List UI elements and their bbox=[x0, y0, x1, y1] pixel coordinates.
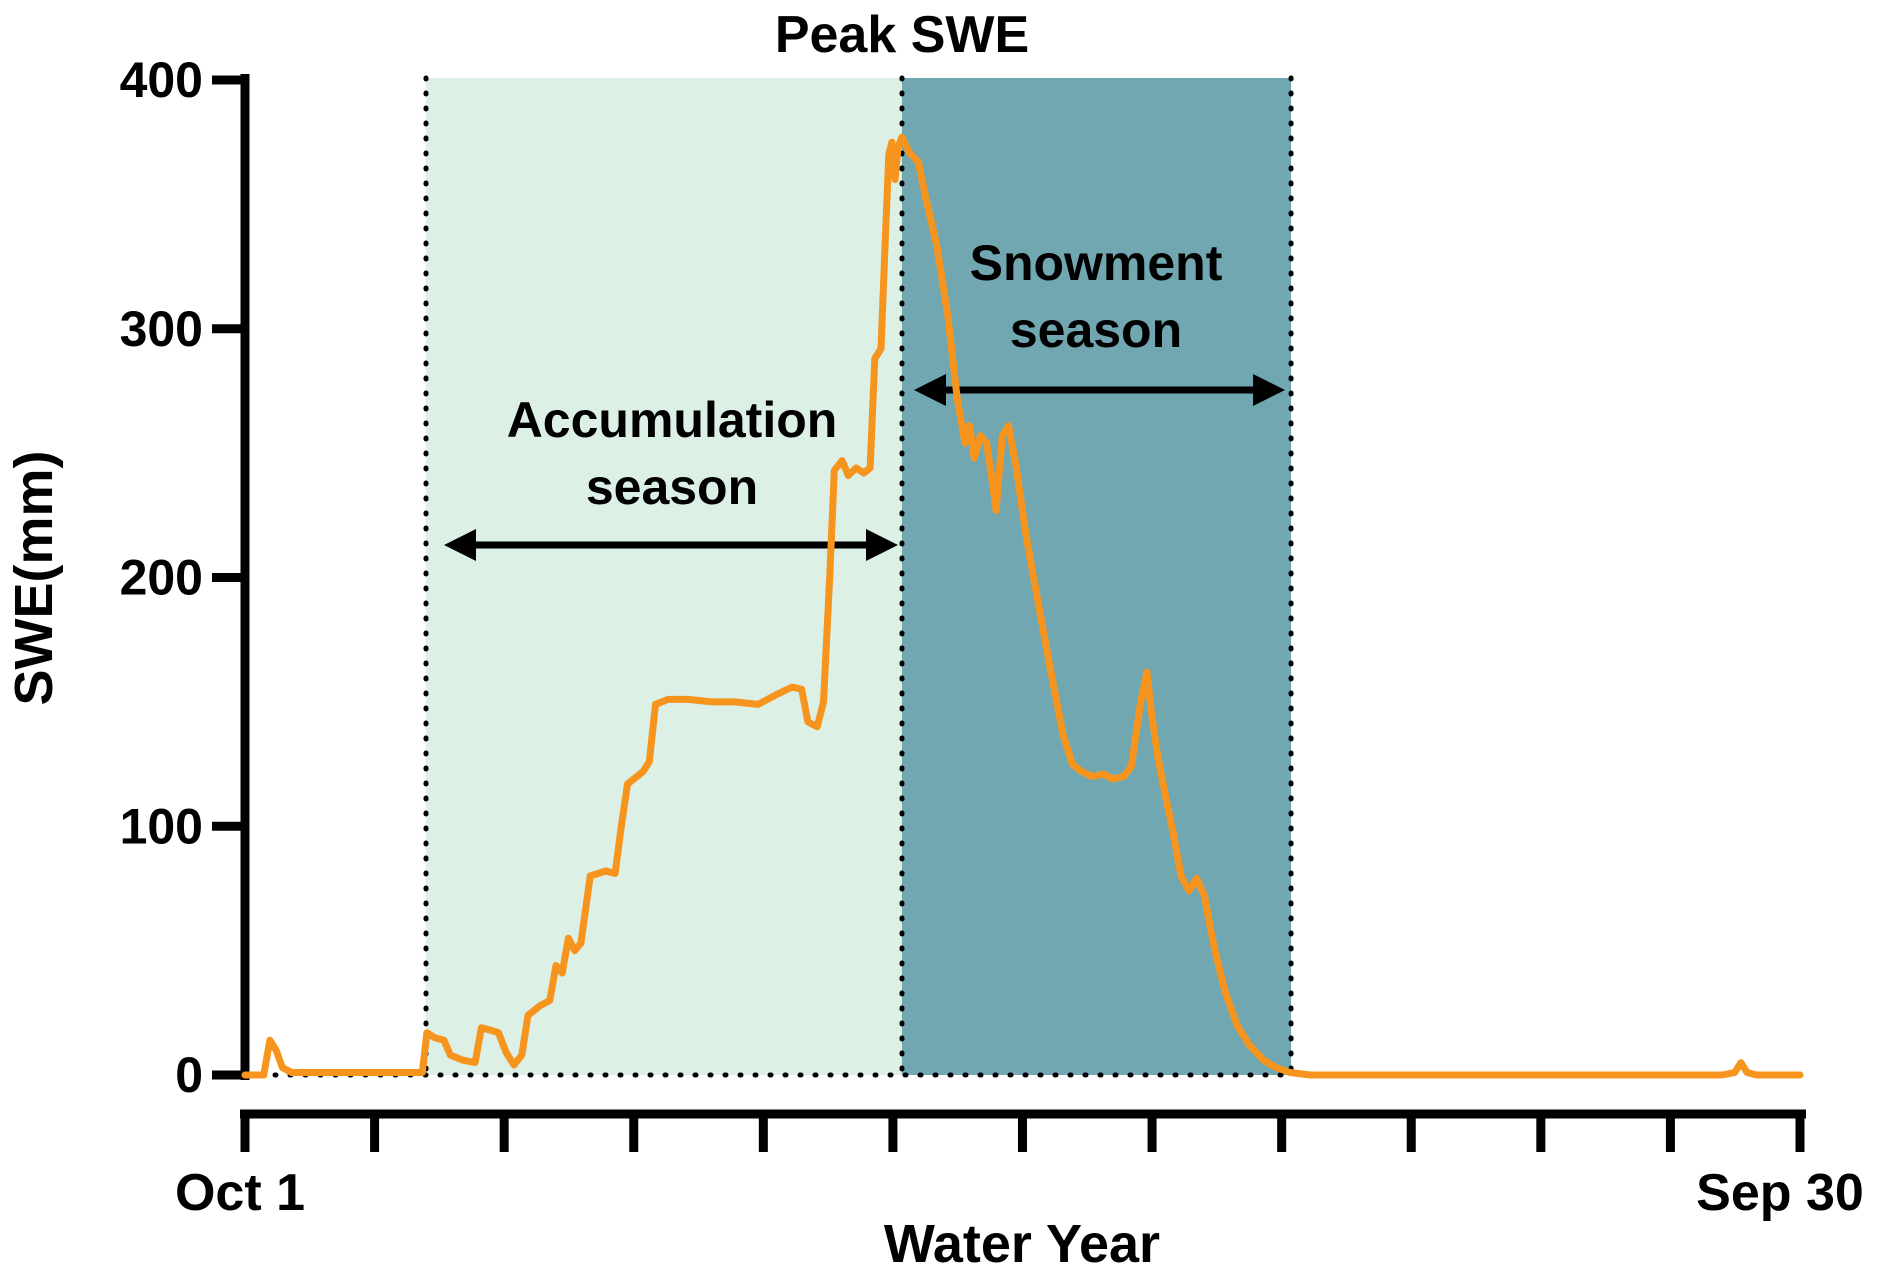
accumulation-season-label-line2: season bbox=[586, 459, 758, 515]
x-axis-label: Water Year bbox=[884, 1214, 1160, 1273]
swe-line bbox=[241, 133, 1804, 1079]
y-tick-label: 300 bbox=[120, 301, 203, 357]
chart-title: Peak SWE bbox=[775, 6, 1029, 64]
y-tick-label: 200 bbox=[120, 550, 203, 606]
axes-layer: 0 100 200 300 400 bbox=[120, 52, 1806, 1152]
x-tick-label-start: Oct 1 bbox=[175, 1164, 305, 1222]
y-axis-label: SWE(mm) bbox=[4, 451, 64, 706]
season-regions-layer bbox=[426, 78, 1292, 1075]
x-tick-label-end: Sep 30 bbox=[1696, 1164, 1864, 1222]
snowmelt-season-region bbox=[901, 78, 1292, 1075]
swe-line-layer bbox=[241, 133, 1804, 1079]
y-tick-label: 100 bbox=[120, 798, 203, 854]
snowmelt-season-arrow bbox=[913, 374, 1286, 406]
snowmelt-season-label-line2: season bbox=[1010, 302, 1182, 358]
accumulation-season-region bbox=[426, 78, 902, 1075]
dotted-guides-layer bbox=[242, 75, 1294, 1078]
labels-layer: Peak SWE SWE(mm) Water Year Oct 1 Sep 30… bbox=[4, 6, 1864, 1273]
accumulation-season-label-line1: Accumulation bbox=[507, 392, 838, 448]
y-tick-label: 0 bbox=[175, 1047, 203, 1103]
y-tick-label: 400 bbox=[120, 52, 203, 108]
accumulation-season-arrow bbox=[444, 529, 898, 561]
snowmelt-season-label-line1: Snowment bbox=[970, 235, 1223, 291]
season-arrows-layer bbox=[444, 374, 1286, 561]
